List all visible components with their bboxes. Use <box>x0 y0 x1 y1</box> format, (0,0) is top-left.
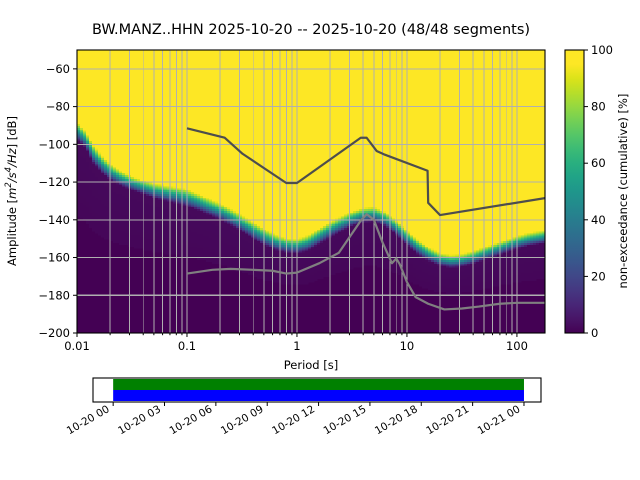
colorbar-tick-label: 0 <box>591 326 598 340</box>
timeline-border <box>92 377 542 403</box>
x-axis-label: Period [s] <box>284 358 338 372</box>
x-tick-label: 100 <box>506 339 528 353</box>
data-coverage-bar <box>113 379 524 390</box>
ppsd-density-layer <box>77 50 545 294</box>
y-tick-label: −140 <box>38 213 70 227</box>
colorbar-tick-label: 40 <box>591 213 606 227</box>
colorbar-ticks: 0 20 40 60 80 100 <box>584 43 613 340</box>
y-axis-ticks: −60 −80 −100 −120 −140 −160 −180 −200 <box>38 62 77 340</box>
colorbar-tick-label: 60 <box>591 156 606 170</box>
y-axis-label: Amplitude [m2/s4/Hz] [dB] <box>4 116 19 266</box>
noise-model-curves <box>186 127 545 311</box>
y-tick-label: −160 <box>38 251 70 265</box>
page-title: BW.MANZ..HHN 2025-10-20 -- 2025-10-20 (4… <box>92 22 530 38</box>
x-tick-label: 1 <box>293 339 300 353</box>
colorbar: 0 20 40 60 80 100 non-exceedance (cumulative)… <box>564 43 630 340</box>
colorbar-tick-label: 80 <box>591 100 606 114</box>
y-tick-label: −80 <box>46 100 70 114</box>
colorbar-label: non-exceedance (cumulative) [%] <box>616 94 630 289</box>
plot-border <box>76 49 546 334</box>
colorbar-tick-label: 100 <box>591 43 613 57</box>
psd-segments-bar <box>113 390 524 401</box>
nhnm-curve <box>186 127 545 217</box>
ppsd-axes: 0.01 0.1 1 10 100 −60 −80 −100 −120 −140 −160 −180… <box>4 49 546 372</box>
x-axis-ticks: 0.01 0.1 1 10 100 <box>64 333 528 353</box>
x-tick-label: 0.01 <box>64 339 90 353</box>
y-tick-label: −200 <box>38 326 70 340</box>
y-tick-label: −120 <box>38 175 70 189</box>
x-tick-label: 10 <box>400 339 415 353</box>
y-tick-label: −60 <box>46 62 70 76</box>
nlnm-curve <box>186 213 545 311</box>
colorbar-gradient <box>565 50 584 333</box>
colorbar-border <box>564 49 585 334</box>
timeline-ticks <box>112 402 525 406</box>
timeline-bars <box>113 379 524 401</box>
x-tick-label: 0.1 <box>178 339 196 353</box>
colorbar-tick-label: 20 <box>591 269 606 283</box>
y-tick-label: −180 <box>38 288 70 302</box>
y-tick-label: −100 <box>38 137 70 151</box>
